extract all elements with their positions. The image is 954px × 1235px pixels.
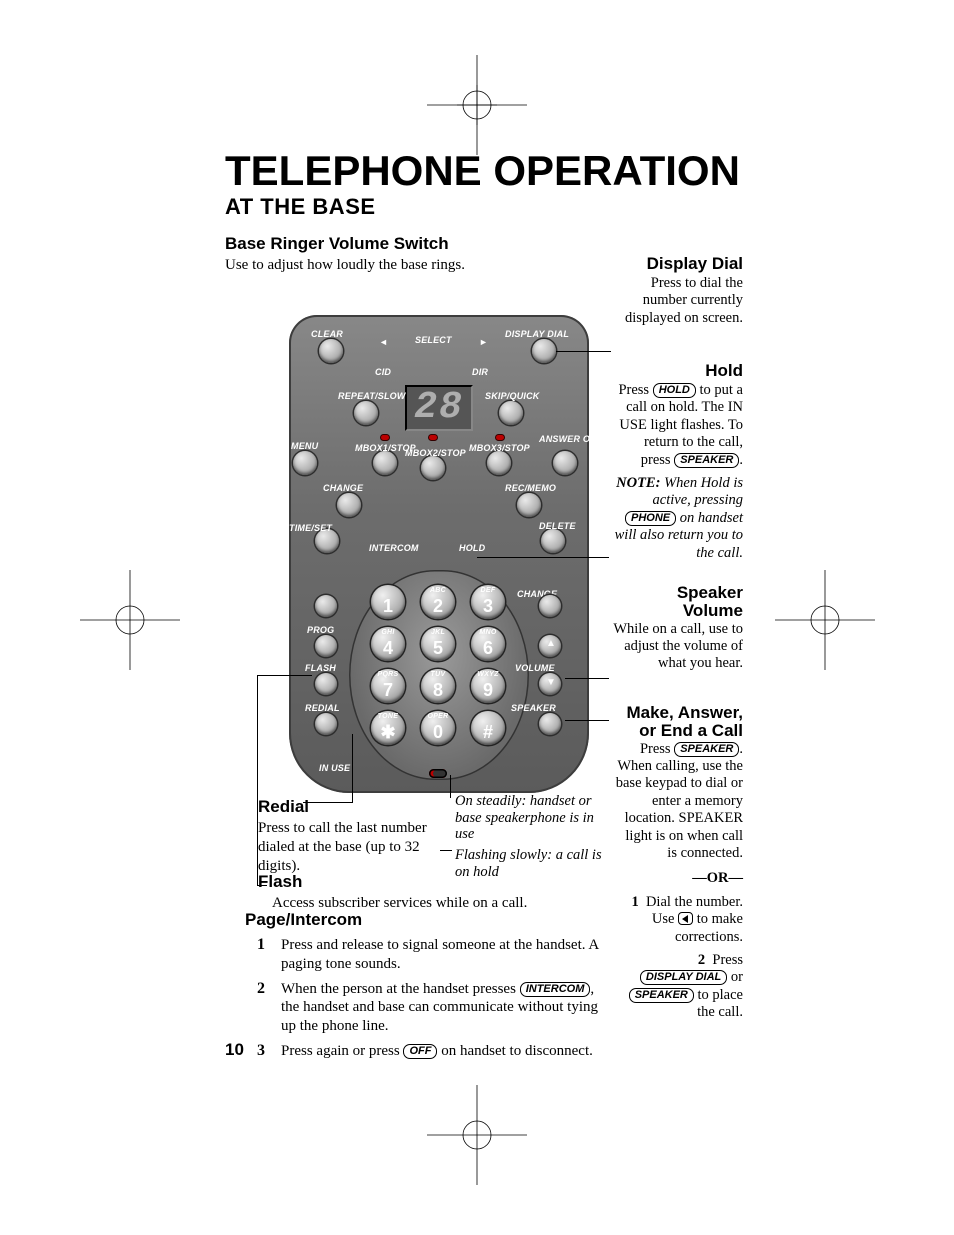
speaker-pill: SPEAKER	[674, 453, 739, 468]
callout-vol	[565, 678, 609, 679]
inuse-steady: On steadily: handset or base speakerphon…	[455, 793, 615, 843]
intercom-pill: INTERCOM	[520, 982, 591, 997]
answer-btn	[553, 451, 577, 475]
delete-btn	[541, 529, 565, 553]
off-pill: OFF	[403, 1044, 437, 1059]
key-6: MNO6	[471, 627, 505, 661]
callout-displaydial	[556, 351, 611, 352]
make-answer-section: Make, Answer, or End a Call Press SPEAKE…	[613, 704, 743, 1022]
key-star: TONE✱	[371, 711, 405, 745]
callout-inuse-v	[450, 775, 451, 798]
key-1: 1	[371, 585, 405, 619]
side-change-r-btn	[539, 595, 561, 617]
mbox3-btn	[487, 451, 511, 475]
recmemo-btn	[517, 493, 541, 517]
callout-redial-h	[303, 802, 353, 803]
redial-section: Redial Press to call the last number dia…	[258, 797, 438, 875]
speaker-btn	[539, 713, 561, 735]
inuse-legend: On steadily: handset or base speakerphon…	[455, 793, 615, 880]
crop-mark-right	[775, 570, 875, 670]
base-ringer-heading: Base Ringer Volume Switch	[225, 234, 745, 254]
phone-pill: PHONE	[625, 511, 676, 526]
callout-hold	[477, 557, 609, 558]
key-5: JKL5	[421, 627, 455, 661]
voldn-btn: ▼	[539, 673, 561, 695]
key-4: GHI4	[371, 627, 405, 661]
key-hash: #	[471, 711, 505, 745]
base-unit-illustration: CLEAR SELECT ◄ ► DISPLAY DIAL CID DIR 28…	[289, 315, 589, 793]
display-7seg: 28	[405, 385, 473, 431]
speaker-pill-2: SPEAKER	[674, 742, 739, 757]
hold-t: Press HOLD to put a call on hold. The IN…	[613, 382, 743, 469]
display-dial-t: Press to dial the number currently displ…	[613, 275, 743, 327]
change-btn	[337, 493, 361, 517]
callout-speaker	[565, 720, 609, 721]
left-arrow-pill	[678, 912, 693, 925]
make-answer-h: Make, Answer, or End a Call	[613, 704, 743, 740]
callout-redial-v	[352, 734, 353, 802]
mbox2-btn	[421, 456, 445, 480]
volup-btn: ▲	[539, 635, 561, 657]
speaker-pill-3: SPEAKER	[629, 988, 694, 1003]
redial-btn	[315, 713, 337, 735]
mbox1-btn	[373, 451, 397, 475]
pi-step3: 3 Press again or press OFF on handset to…	[245, 1042, 615, 1061]
repeat-btn	[354, 401, 378, 425]
skip-btn	[499, 401, 523, 425]
callout-inuse-h	[440, 850, 452, 851]
side-change-btn	[315, 595, 337, 617]
inuse-led	[429, 769, 447, 778]
key-7: PQRS7	[371, 669, 405, 703]
pi-h: Page/Intercom	[245, 910, 615, 930]
flash-h: Flash	[258, 872, 728, 892]
displaydial-btn	[532, 339, 556, 363]
hold-h: Hold	[613, 361, 743, 381]
hold-section: Hold Press HOLD to put a call on hold. T…	[613, 361, 743, 562]
crop-mark-top	[427, 55, 527, 155]
make-answer-t: Press SPEAKER. When calling, use the bas…	[613, 741, 743, 863]
flash-section: Flash Access subscriber services while o…	[258, 872, 728, 913]
key-3: DEF3	[471, 585, 505, 619]
hold-note: NOTE: When Hold is active, pressing PHON…	[613, 475, 743, 562]
callout-flash-h	[257, 675, 312, 676]
redial-t: Press to call the last number dialed at …	[258, 819, 438, 875]
menu-btn	[293, 451, 317, 475]
clear-btn	[319, 339, 343, 363]
pi-step1: 1 Press and release to signal someone at…	[245, 936, 615, 974]
page-title: TELEPHONE OPERATION	[225, 150, 745, 192]
callout-flash-v	[257, 675, 258, 885]
display-dial-h: Display Dial	[613, 254, 743, 274]
ma-step2: 2 Press DISPLAY DIAL or SPEAKER to place…	[613, 952, 743, 1022]
prog-btn	[315, 635, 337, 657]
key-2: ABC2	[421, 585, 455, 619]
flash-btn	[315, 673, 337, 695]
callout-flash-h2	[257, 885, 267, 886]
speaker-vol-section: Speaker Volume While on a call, use to a…	[613, 584, 743, 673]
pi-step2: 2 When the person at the handset presses…	[245, 980, 615, 1036]
crop-mark-bottom	[427, 1085, 527, 1185]
crop-mark-left	[80, 570, 180, 670]
display-dial-section: Display Dial Press to dial the number cu…	[613, 254, 743, 327]
speaker-vol-t: While on a call, use to adjust the volum…	[613, 621, 743, 673]
pi-list: 1 Press and release to signal someone at…	[245, 936, 615, 1061]
page-intercom-section: Page/Intercom 1 Press and release to sig…	[245, 910, 615, 1061]
key-9: WXYZ9	[471, 669, 505, 703]
redial-h: Redial	[258, 797, 438, 817]
page-number: 10	[225, 1040, 244, 1060]
key-8: TUV8	[421, 669, 455, 703]
speaker-vol-h: Speaker Volume	[613, 584, 743, 620]
key-0: OPER0	[421, 711, 455, 745]
hold-pill: HOLD	[653, 383, 696, 398]
displaydial-pill: DISPLAY DIAL	[640, 970, 727, 985]
page-subtitle: AT THE BASE	[225, 194, 745, 220]
